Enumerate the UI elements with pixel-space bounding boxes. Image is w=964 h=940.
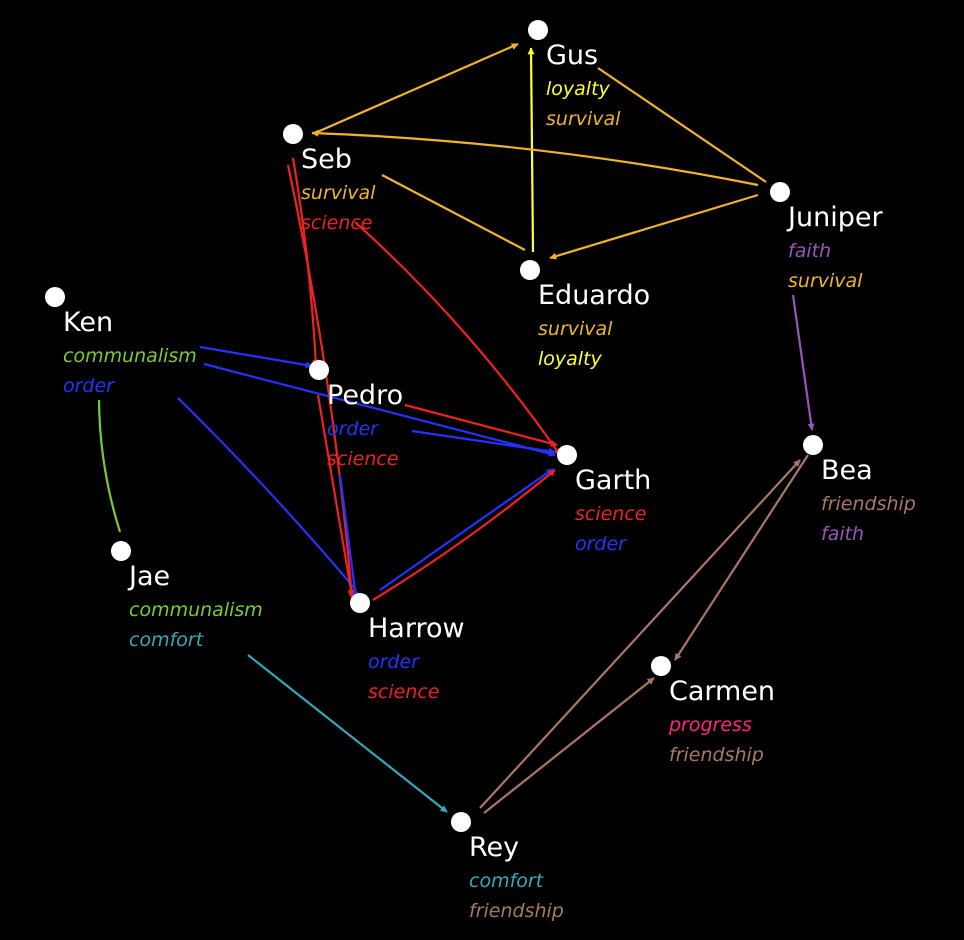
node-dot[interactable]: [520, 260, 540, 280]
edge-pedro-harrow-order: [338, 474, 359, 599]
node-tag-label: science: [301, 212, 373, 234]
node-name-label: Rey: [469, 832, 519, 863]
node-tag-label: communalism: [63, 345, 197, 367]
node-tag-label: survival: [301, 182, 376, 204]
node-name-label: Harrow: [368, 613, 465, 644]
node-harrow[interactable]: Harrow order science: [350, 593, 465, 703]
node-tag-label: friendship: [669, 744, 764, 766]
edge-seb-eduardo-survival: [381, 174, 526, 251]
node-tag-label: science: [327, 448, 399, 470]
edge-ken-jae-communalism: [97, 399, 122, 533]
node-tag-label: faith: [788, 240, 831, 262]
edge-jae-rey-comfort: [247, 654, 448, 813]
edge-gus-juniper-survival: [597, 67, 767, 183]
edge-pedro-garth-order: [411, 429, 556, 455]
node-name-label: Jae: [127, 561, 170, 592]
node-tag-label: order: [327, 418, 379, 440]
edge-rey-carmen-friendship: [483, 677, 655, 814]
node-tag-label: order: [368, 651, 420, 673]
edge-pedro-garth-science: [404, 403, 558, 447]
edge-seb-gus-survival: [314, 42, 519, 135]
edge-pedro-harrow-science: [316, 394, 355, 597]
node-tag-label: comfort: [129, 629, 205, 651]
node-name-label: Gus: [546, 40, 598, 71]
node-dot[interactable]: [651, 656, 671, 676]
node-tag-label: survival: [538, 318, 613, 340]
edge-ken-harrow-order: [177, 397, 357, 591]
node-name-label: Bea: [821, 455, 873, 486]
node-ken[interactable]: Ken communalism order: [45, 287, 197, 397]
edge-rey-bea-friendship: [479, 459, 801, 809]
node-dot[interactable]: [350, 593, 370, 613]
node-tag-label: loyalty: [546, 78, 611, 100]
node-dot[interactable]: [45, 287, 65, 307]
node-juniper[interactable]: Juniper faith survival: [770, 182, 883, 292]
node-name-label: Carmen: [669, 676, 775, 707]
edge-bea-carmen-friendship: [674, 454, 809, 661]
node-tag-label: loyalty: [538, 348, 603, 370]
node-tag-label: order: [63, 375, 115, 397]
edge-juniper-bea-faith: [791, 294, 815, 431]
edge-ken-pedro-order: [199, 345, 313, 369]
edge-harrow-garth-science: [372, 469, 556, 601]
node-name-label: Juniper: [786, 202, 883, 233]
edge-juniper-eduardo-survival: [549, 193, 759, 260]
node-name-label: Eduardo: [538, 280, 650, 311]
node-garth[interactable]: Garth science order: [557, 445, 651, 555]
node-tag-label: progress: [668, 714, 752, 736]
node-eduardo[interactable]: Eduardo survival loyalty: [520, 260, 650, 370]
node-dot[interactable]: [309, 360, 329, 380]
edge-seb-garth-science: [354, 221, 561, 456]
node-pedro[interactable]: Pedro order science: [309, 360, 403, 470]
node-tag-label: survival: [546, 108, 621, 130]
node-bea[interactable]: Bea friendship faith: [803, 435, 916, 545]
edge-harrow-garth-order: [379, 468, 554, 591]
node-dot[interactable]: [557, 445, 577, 465]
node-tag-label: friendship: [469, 900, 564, 922]
node-tag-label: faith: [821, 523, 864, 545]
edge-seb-harrow-science: [286, 164, 355, 599]
node-dot[interactable]: [111, 541, 131, 561]
node-tag-label: survival: [788, 270, 863, 292]
node-tag-label: science: [575, 503, 647, 525]
node-carmen[interactable]: Carmen progress friendship: [651, 656, 775, 766]
node-gus[interactable]: Gus loyalty survival: [528, 20, 621, 130]
edge-ken-garth-order: [203, 362, 556, 457]
node-seb[interactable]: Seb survival science: [283, 124, 376, 234]
node-tag-label: friendship: [821, 493, 916, 515]
node-name-label: Pedro: [327, 380, 403, 411]
node-dot[interactable]: [451, 812, 471, 832]
node-dot[interactable]: [528, 20, 548, 40]
node-rey[interactable]: Rey comfort friendship: [451, 812, 564, 922]
node-jae[interactable]: Jae communalism comfort: [111, 541, 263, 651]
node-dot[interactable]: [803, 435, 823, 455]
node-tag-label: order: [575, 533, 627, 555]
node-name-label: Garth: [575, 465, 651, 496]
edges-layer: [97, 42, 815, 814]
node-name-label: Seb: [301, 144, 352, 175]
node-dot[interactable]: [283, 124, 303, 144]
node-tag-label: comfort: [469, 870, 545, 892]
node-dot[interactable]: [770, 182, 790, 202]
node-name-label: Ken: [63, 307, 113, 338]
node-tag-label: communalism: [129, 599, 263, 621]
nodes-layer: Gus loyalty survival Seb survival science Juni…: [45, 20, 916, 922]
edge-juniper-seb-survival: [311, 129, 759, 187]
node-tag-label: science: [368, 681, 440, 703]
